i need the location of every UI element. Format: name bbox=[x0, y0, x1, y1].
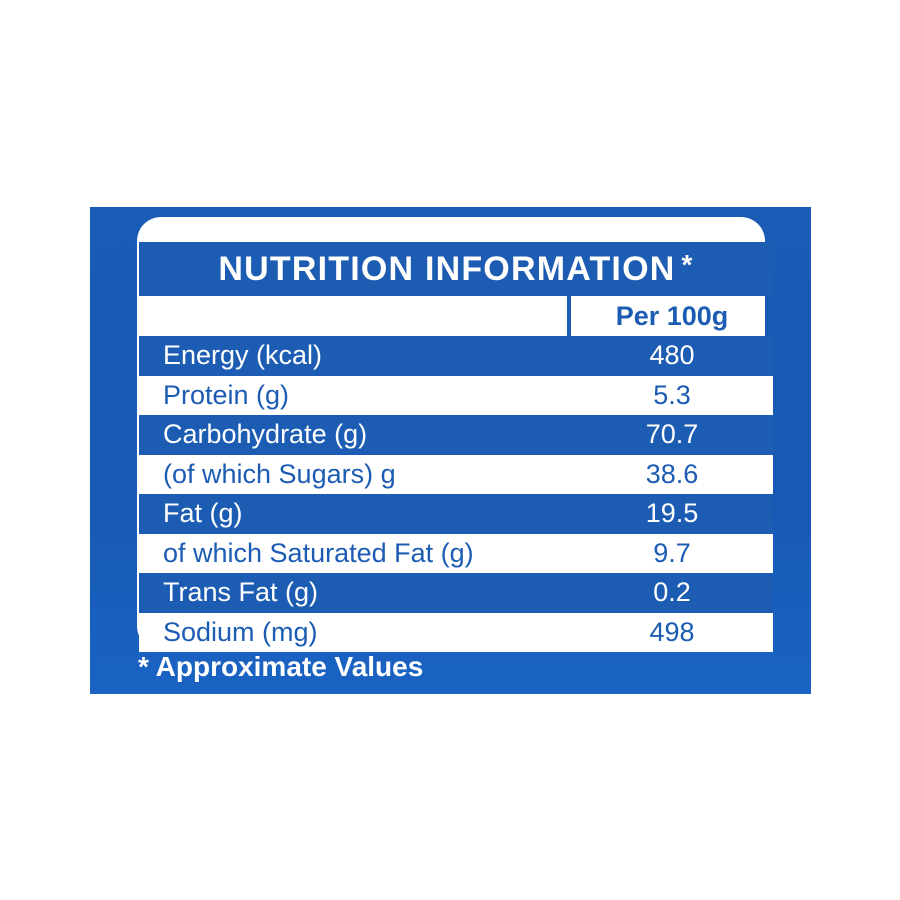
row-label: Sodium (mg) bbox=[163, 616, 318, 647]
row-value: 19.5 bbox=[645, 498, 699, 529]
nutrition-card: NUTRITION INFORMATION * Per 100g Energy … bbox=[137, 217, 773, 652]
row-value: 0.2 bbox=[653, 577, 691, 608]
table-row: Fat (g) 19.5 bbox=[139, 494, 773, 534]
nutrition-title: NUTRITION INFORMATION bbox=[218, 249, 676, 288]
row-label: Trans Fat (g) bbox=[163, 577, 319, 608]
nutrition-title-bar: NUTRITION INFORMATION * bbox=[139, 242, 773, 296]
per-100g-header: Per 100g bbox=[615, 300, 729, 331]
table-row: (of which Sugars) g 38.6 bbox=[139, 454, 773, 494]
row-label: Fat (g) bbox=[163, 498, 243, 529]
table-row: Protein (g) 5.3 bbox=[139, 375, 773, 415]
approximate-values-footnote: * Approximate Values bbox=[138, 651, 424, 682]
row-value: 480 bbox=[649, 340, 695, 371]
table-row: Trans Fat (g) 0.2 bbox=[139, 573, 773, 613]
table-row: Energy (kcal) 480 bbox=[139, 336, 773, 376]
nutrition-panel: NUTRITION INFORMATION * Per 100g Energy … bbox=[90, 207, 811, 694]
column-header-row: Per 100g bbox=[139, 296, 773, 336]
row-value: 38.6 bbox=[645, 458, 699, 489]
row-label: Carbohydrate (g) bbox=[163, 419, 368, 450]
row-label: Protein (g) bbox=[163, 379, 290, 410]
row-label: Energy (kcal) bbox=[163, 340, 323, 371]
title-asterisk: * bbox=[681, 249, 694, 280]
table-row: Carbohydrate (g) 70.7 bbox=[139, 415, 773, 455]
table-row: of which Saturated Fat (g) 9.7 bbox=[139, 533, 773, 573]
row-label: of which Saturated Fat (g) bbox=[163, 537, 474, 568]
nutrition-table: Per 100g Energy (kcal) 480 Protein (g) 5… bbox=[139, 296, 773, 652]
row-value: 5.3 bbox=[653, 379, 691, 410]
table-row: Sodium (mg) 498 bbox=[139, 612, 773, 652]
row-label: (of which Sugars) g bbox=[163, 458, 396, 489]
row-value: 498 bbox=[649, 616, 695, 647]
row-value: 70.7 bbox=[645, 419, 699, 450]
row-value: 9.7 bbox=[653, 537, 691, 568]
